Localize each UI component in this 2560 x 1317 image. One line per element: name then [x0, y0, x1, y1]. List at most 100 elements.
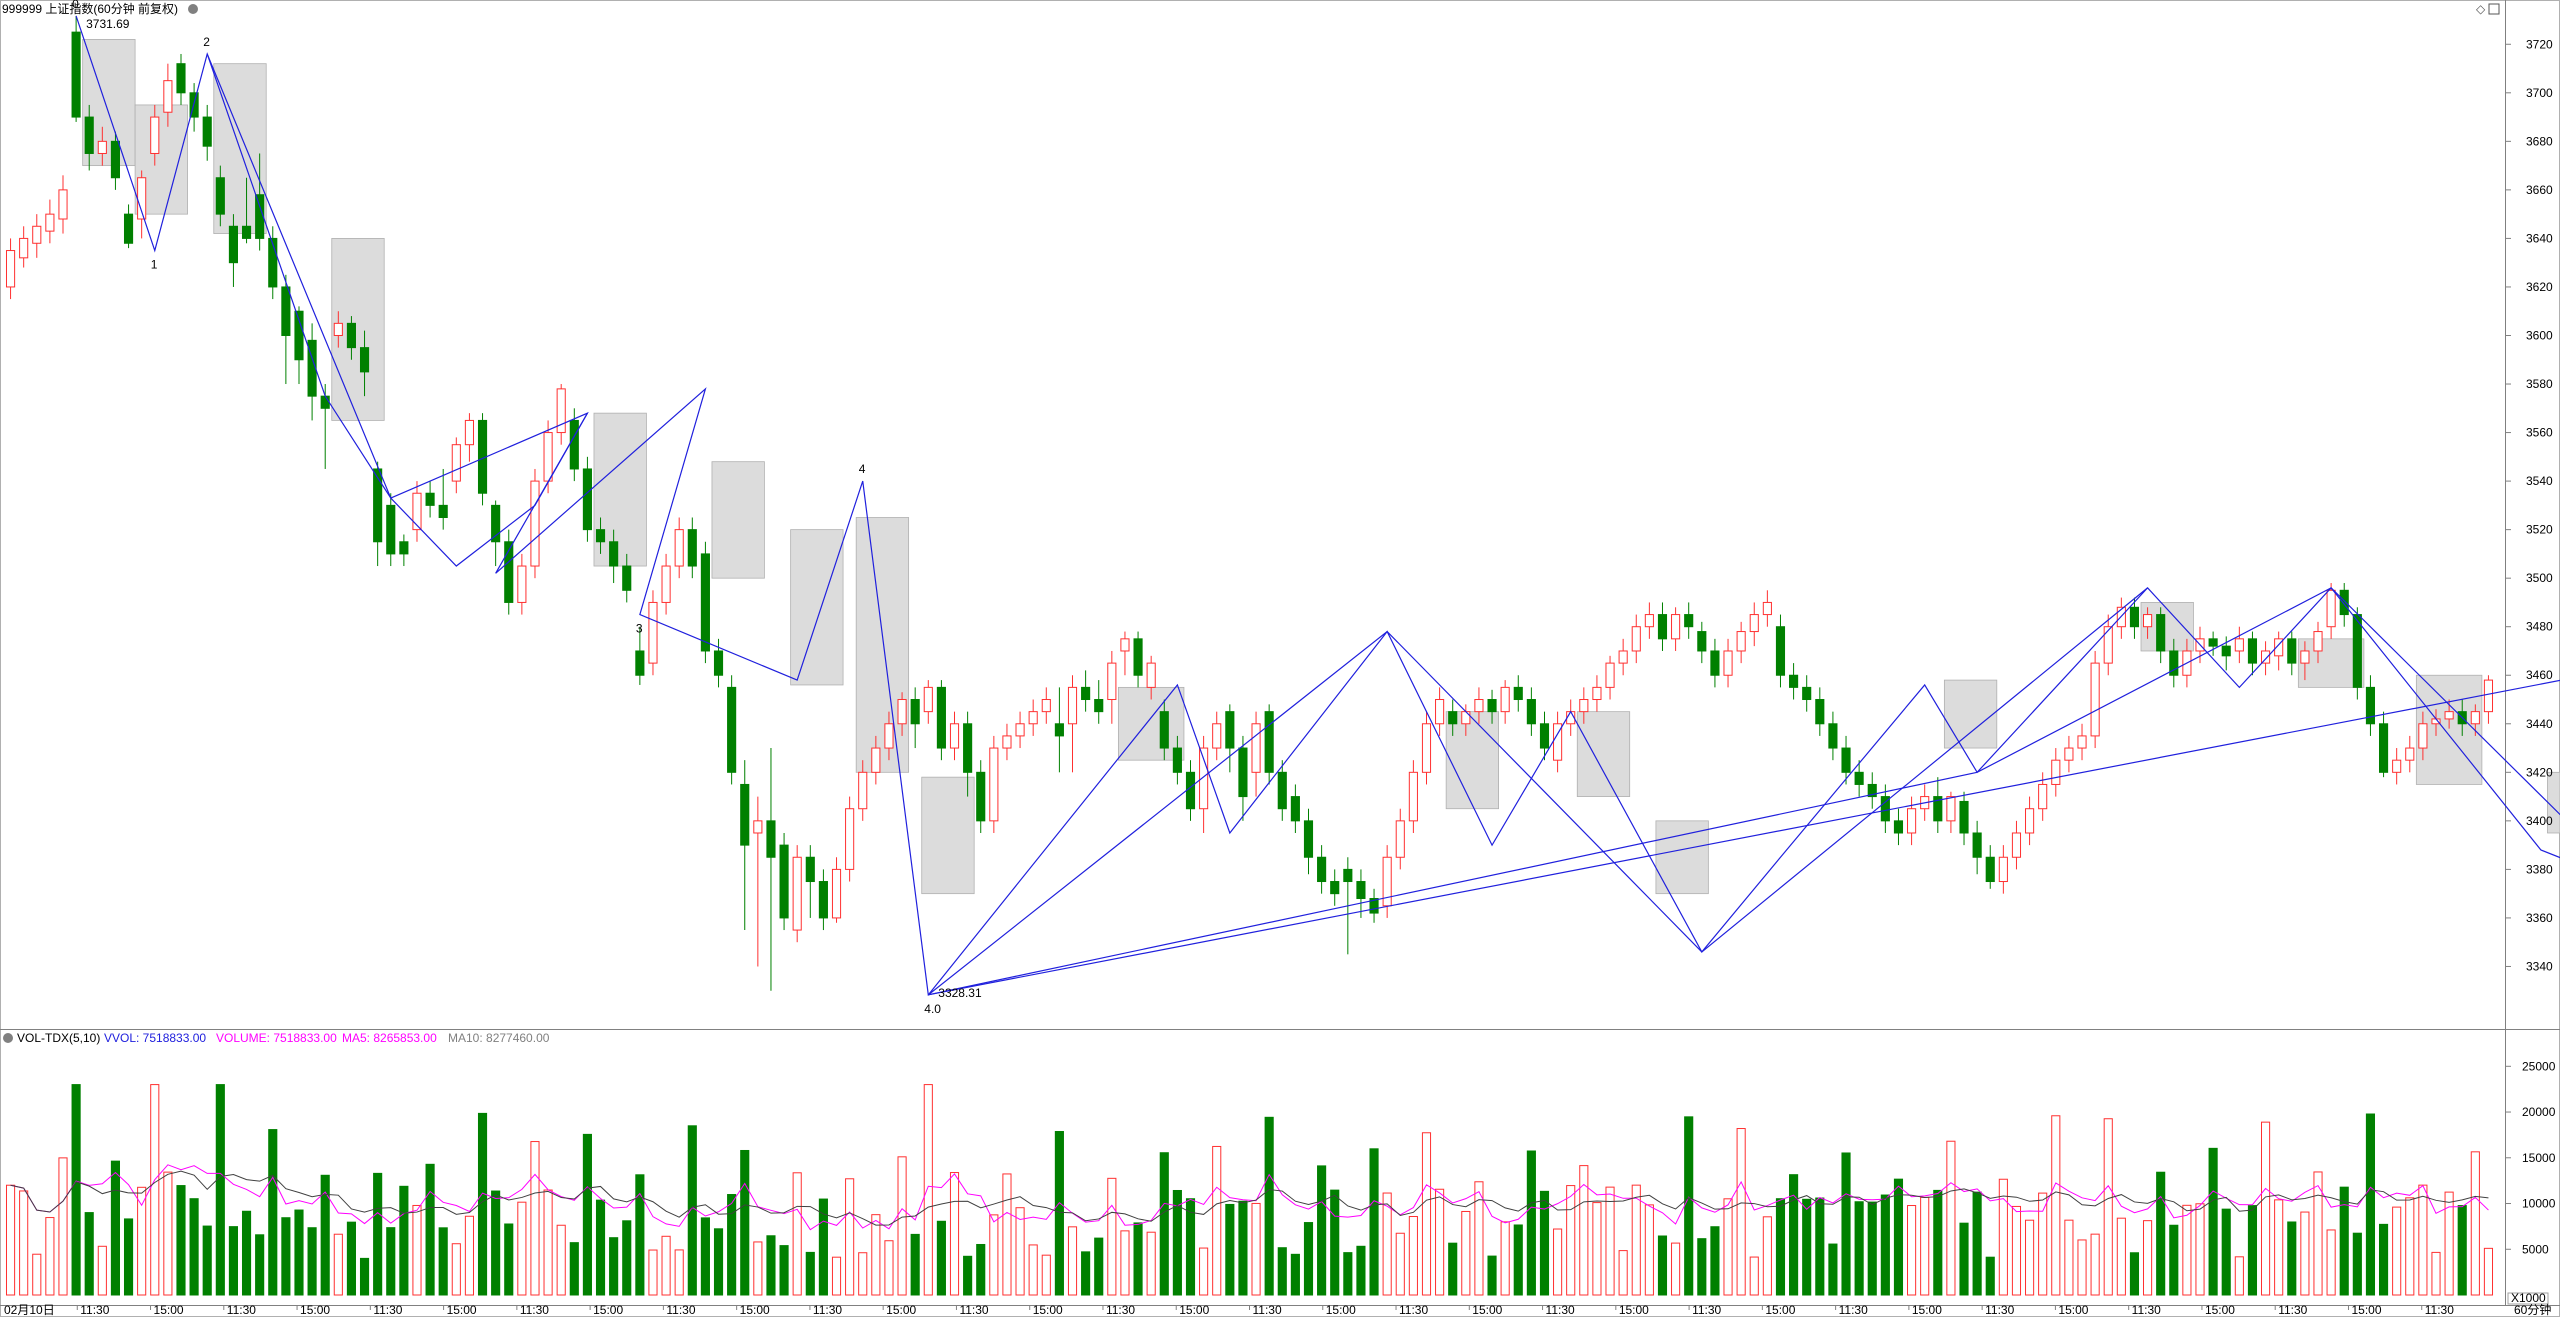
- candle: [609, 529, 619, 584]
- volume-indicator-name: VOL-TDX(5,10): [17, 1031, 100, 1045]
- candle: [727, 675, 737, 785]
- volume-bar: [2247, 1205, 2258, 1296]
- volume-bar: [2090, 1233, 2100, 1296]
- candle: [871, 735, 881, 785]
- period-label[interactable]: 60分钟: [2514, 1302, 2551, 1317]
- candle-body: [2339, 589, 2349, 616]
- volume-bar: [1592, 1202, 1602, 1296]
- candle-body: [923, 686, 933, 713]
- candle: [58, 175, 68, 234]
- volume-bar: [215, 1084, 225, 1296]
- candle: [2090, 650, 2100, 749]
- volume-bar: [84, 1212, 94, 1296]
- window-toggle-icon[interactable]: [2488, 3, 2500, 15]
- candle: [923, 680, 933, 724]
- time-tick-label: 11:30: [959, 1303, 988, 1317]
- volume-bar: [897, 1156, 907, 1296]
- volume-bar: [386, 1227, 396, 1296]
- candle-body: [1094, 699, 1104, 713]
- candle: [1107, 650, 1117, 724]
- candle-body: [1290, 796, 1300, 822]
- candle: [2011, 820, 2022, 870]
- volume-bar: [2274, 1199, 2284, 1296]
- candle: [1893, 808, 1904, 846]
- volume-bar: [1487, 1255, 1497, 1296]
- candle: [2129, 597, 2140, 639]
- candle-body: [1539, 723, 1550, 749]
- volume-bar: [1107, 1177, 1117, 1296]
- volume-bar: [1828, 1243, 1838, 1296]
- candle: [2208, 631, 2218, 656]
- candle-body: [2313, 631, 2323, 652]
- candle: [1985, 845, 1995, 889]
- volume-bar: [45, 1217, 55, 1296]
- volume-bar: [2300, 1211, 2310, 1296]
- time-axis: 11:30 15:00 11:30 15:00 11:30 15:00 11:30 15:00…: [76, 1303, 2454, 1317]
- volume-bar: [412, 1204, 422, 1296]
- volume-bar: [910, 1233, 920, 1296]
- volume-tick-label: 25000: [2522, 1059, 2556, 1073]
- candle: [228, 214, 238, 287]
- volume-bar: [1959, 1222, 1969, 1296]
- candle: [700, 541, 710, 664]
- candle-body: [2444, 711, 2454, 720]
- candle: [333, 311, 343, 348]
- candle-body: [176, 63, 186, 94]
- volume-bar: [1684, 1116, 1694, 1296]
- volume-bar: [753, 1241, 763, 1296]
- candle: [1172, 735, 1182, 785]
- volume-bar: [110, 1160, 121, 1296]
- candle-body: [97, 140, 107, 154]
- volume-bar: [1697, 1238, 1707, 1296]
- candle: [1251, 711, 1261, 797]
- volume-bar: [1028, 1244, 1038, 1296]
- title-menu-icon[interactable]: [188, 4, 198, 14]
- price-tick-label: 3480: [2526, 620, 2553, 634]
- price-axis: 3340 3360 3380 3400 3420 3440 3460 3480 3500 3520…: [2505, 37, 2553, 973]
- volume-bar: [766, 1235, 776, 1296]
- candle-body: [2090, 662, 2100, 737]
- volume-value: VOLUME: 7518833.00: [216, 1031, 337, 1045]
- volume-bar: [949, 1172, 960, 1296]
- candle-body: [163, 80, 173, 113]
- candle: [2156, 607, 2166, 664]
- candle-body: [556, 388, 566, 434]
- candle: [359, 330, 370, 397]
- candle: [110, 131, 121, 190]
- candle-body: [2326, 589, 2336, 628]
- candle-body: [373, 468, 383, 543]
- volume-bar: [963, 1255, 973, 1296]
- candle-body: [1684, 614, 1694, 628]
- candle-body: [399, 541, 409, 555]
- volume-bar: [1120, 1230, 1130, 1296]
- volume-bar: [2182, 1204, 2192, 1296]
- candle-body: [2352, 614, 2362, 688]
- candle-body: [1644, 614, 1654, 628]
- price-tick-label: 3540: [2526, 474, 2553, 488]
- zone-box: [1655, 820, 1709, 895]
- candle-body: [1592, 686, 1602, 701]
- volume-bar: [1303, 1222, 1314, 1296]
- candle-body: [2208, 638, 2218, 647]
- volume-bar: [2234, 1256, 2244, 1296]
- volume-bar: [5, 1184, 16, 1296]
- volume-menu-icon[interactable]: [3, 1033, 13, 1043]
- candle: [1081, 670, 1091, 712]
- candle: [1749, 602, 1759, 647]
- volume-bar: [228, 1226, 238, 1296]
- candle-body: [674, 529, 684, 567]
- time-tick-label: 15:00: [447, 1303, 477, 1317]
- diamond-icon[interactable]: ◇: [2476, 2, 2486, 16]
- candle: [2247, 631, 2258, 676]
- candle: [1225, 704, 1235, 773]
- candle: [2313, 621, 2323, 664]
- candle-body: [1408, 771, 1418, 822]
- volume-bar: [2405, 1197, 2415, 1296]
- volume-bar: [1946, 1140, 1956, 1296]
- zone-box: [855, 517, 910, 773]
- candle: [831, 857, 842, 923]
- candle-body: [2064, 747, 2074, 761]
- candle: [491, 500, 501, 567]
